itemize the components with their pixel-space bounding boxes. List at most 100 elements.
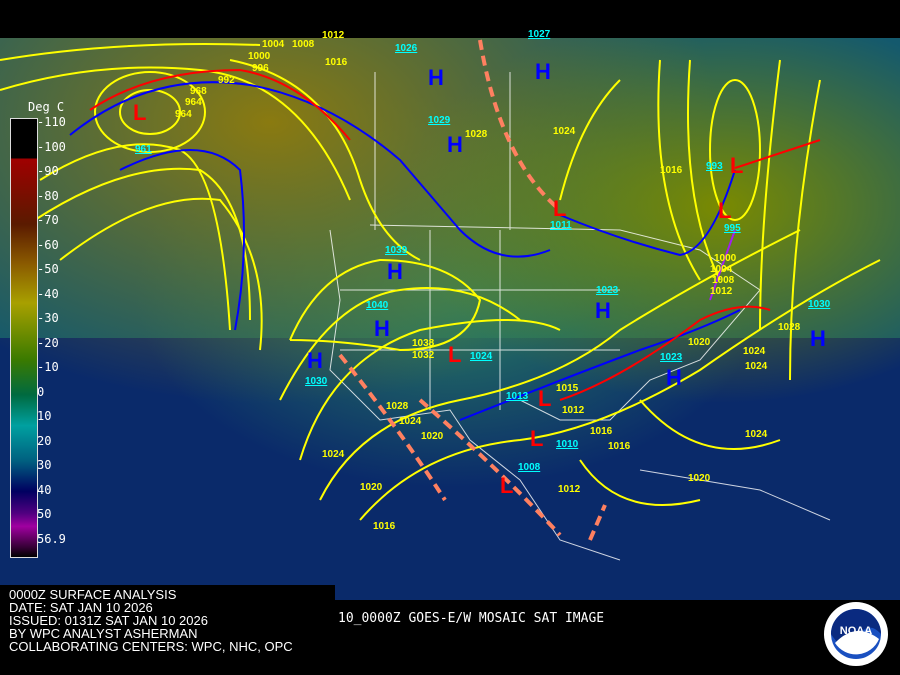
- isobar-label: 1020: [421, 431, 444, 442]
- high-pressure-value: 1023: [660, 352, 683, 363]
- isobar-label: 968: [190, 86, 207, 97]
- colorbar-tick: -70: [37, 213, 59, 227]
- colorbar-tick: 56.9: [37, 531, 66, 546]
- isobar-label: 1020: [360, 482, 383, 493]
- isobar-label: 996: [252, 63, 269, 74]
- high-pressure-center: H: [387, 259, 403, 284]
- analysis-analyst: BY WPC ANALYST ASHERMAN: [9, 626, 198, 641]
- low-pressure-center: L: [530, 426, 544, 451]
- isobar-label: 964: [185, 97, 202, 108]
- isobar-label: 1004: [262, 39, 285, 50]
- isobar-label: 1038: [412, 338, 435, 349]
- isobar-label: 1024: [743, 346, 766, 357]
- high-pressure-center: H: [595, 298, 611, 323]
- analysis-issued: ISSUED: 0131Z SAT JAN 10 2026: [9, 613, 208, 628]
- colorbar-tick: -100: [37, 139, 66, 154]
- warm-front: [89, 68, 351, 141]
- low-pressure-center: L: [448, 342, 462, 367]
- temperature-colorbar: [10, 118, 38, 558]
- isobar-label: 1012: [322, 30, 345, 41]
- isobar-label: 1016: [590, 426, 613, 437]
- isobar-label: 964: [175, 109, 192, 120]
- high-pressure-center: H: [428, 65, 444, 90]
- low-pressure-value: 1008: [518, 462, 541, 473]
- trough: [418, 398, 562, 537]
- analysis-title: 0000Z SURFACE ANALYSIS: [9, 587, 177, 602]
- analysis-date: DATE: SAT JAN 10 2026: [9, 600, 153, 615]
- colorbar-tick: -50: [37, 262, 59, 276]
- isobar-label: 1028: [465, 129, 488, 140]
- isobar-label: 1024: [745, 361, 768, 372]
- low-pressure-center: L: [553, 196, 567, 221]
- colorbar-tick: -40: [37, 286, 59, 301]
- isobar-label: 992: [218, 75, 235, 86]
- low-pressure-value: 961: [135, 144, 152, 155]
- isobar-label: 1024: [553, 126, 576, 137]
- satellite-map: [0, 38, 900, 600]
- trough: [588, 504, 607, 541]
- low-pressure-center: L: [718, 198, 732, 223]
- colorbar-tick: -80: [37, 188, 59, 203]
- colorbar-tick: -60: [37, 237, 59, 252]
- colorbar-tick: 50: [37, 507, 52, 521]
- low-pressure-center: L: [538, 386, 552, 411]
- colorbar-tick: -30: [37, 311, 59, 325]
- isobar-label: 1028: [778, 322, 801, 333]
- high-pressure-center: H: [447, 132, 463, 157]
- low-pressure-center: L: [730, 153, 744, 178]
- colorbar-tick: -90: [37, 164, 59, 178]
- colorbar-tick: -110: [37, 115, 66, 129]
- isobar-label: 1016: [608, 441, 631, 452]
- colorbar-tick: -10: [37, 360, 59, 374]
- satellite-image-label: 10_0000Z GOES-E/W MOSAIC SAT IMAGE: [338, 611, 605, 626]
- low-pressure-value: 1010: [556, 439, 579, 450]
- isobar-label: 1000: [714, 253, 737, 264]
- isobar-label: 1015: [556, 383, 579, 394]
- occluded-front: [709, 229, 736, 301]
- warm-front: [734, 139, 821, 169]
- colorbar-tick: 0: [37, 384, 45, 399]
- high-pressure-value: 1029: [428, 115, 451, 126]
- high-pressure-value: 1023: [596, 285, 619, 296]
- cold-front: [69, 81, 551, 258]
- isobars: [0, 43, 881, 521]
- svg-text:NOAA: NOAA: [840, 625, 872, 637]
- high-pressure-value: 1030: [808, 299, 831, 310]
- fronts: [69, 39, 821, 541]
- high-pressure-center: H: [810, 326, 826, 351]
- low-pressure-value: 1024: [470, 351, 493, 362]
- isobar-label: 1024: [399, 416, 422, 427]
- high-pressure-center: H: [535, 59, 551, 84]
- analysis-info-box: 0000Z SURFACE ANALYSIS DATE: SAT JAN 10 …: [0, 585, 335, 675]
- isobar-label: 1008: [292, 39, 315, 50]
- high-pressure-value: 1027: [528, 29, 551, 40]
- isobar-label: 1012: [558, 484, 581, 495]
- isobar-label: 1032: [412, 350, 435, 361]
- isobar-label: 1024: [322, 449, 345, 460]
- isobar-label: 1012: [710, 286, 733, 297]
- high-pressure-center: H: [666, 365, 682, 390]
- colorbar-tick: 20: [37, 433, 52, 448]
- cold-front: [559, 169, 736, 257]
- colorbar-tick: 30: [37, 458, 52, 472]
- isobar-label: 1004: [710, 264, 733, 275]
- isobar-label: 1008: [712, 275, 735, 286]
- high-pressure-center: H: [374, 316, 390, 341]
- high-pressure-center: H: [307, 348, 323, 373]
- isobar-label: 1020: [688, 473, 711, 484]
- state-borders: [329, 72, 831, 561]
- low-pressure-value: 1013: [506, 391, 529, 402]
- collaborating-centers: COLLABORATING CENTERS: WPC, NHC, OPC: [9, 639, 293, 654]
- high-pressure-value: 1026: [395, 43, 418, 54]
- isobar-label: 1024: [745, 429, 768, 440]
- low-pressure-value: 993: [706, 161, 723, 172]
- colorbar-tick: -20: [37, 335, 59, 350]
- isobar-label: 1016: [660, 165, 683, 176]
- low-pressure-center: L: [133, 100, 147, 125]
- isobar-label: 1020: [688, 337, 711, 348]
- colorbar-unit: Deg C: [28, 100, 65, 114]
- low-pressure-value: 1011: [550, 220, 572, 231]
- low-pressure-center: L: [500, 473, 514, 498]
- colorbar-tick: 40: [37, 482, 52, 497]
